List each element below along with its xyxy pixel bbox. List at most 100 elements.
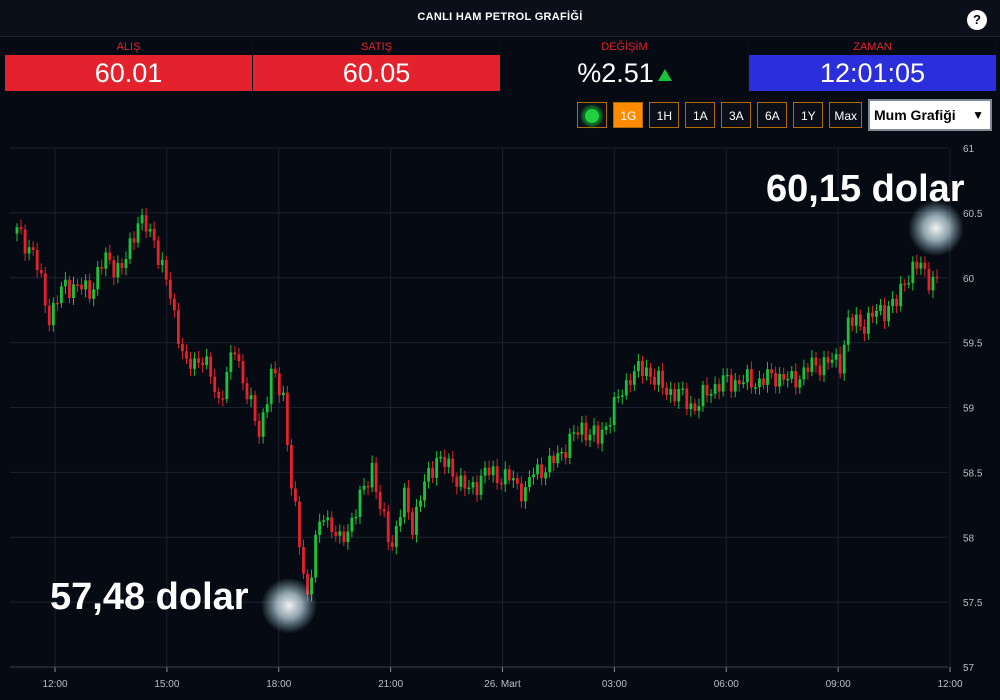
page-title: CANLI HAM PETROL GRAFİĞİ (417, 11, 583, 23)
candle-body (685, 388, 689, 410)
range-1h-button[interactable]: 1H (649, 102, 680, 128)
candle-body (693, 403, 697, 411)
candle-body (681, 388, 685, 390)
candle-body (838, 354, 842, 374)
candle-body (673, 389, 677, 402)
low-annotation: 57,48 dolar (50, 576, 249, 618)
candle-body (374, 462, 378, 492)
candle-body (382, 509, 386, 512)
candle-body (592, 425, 596, 435)
y-tick-label: 60.5 (963, 209, 983, 220)
candle-body (269, 368, 273, 405)
time-value: 12:01:05 (749, 55, 996, 91)
candle-body (237, 354, 241, 362)
candle-body (858, 314, 862, 327)
x-tick-label: 12:00 (937, 679, 962, 690)
candle-body (197, 358, 200, 363)
x-tick-label: 03:00 (602, 679, 627, 690)
candle-body (830, 359, 834, 363)
change-value-wrap: %2.51 (501, 55, 748, 91)
candle-body (862, 326, 866, 334)
range-1g-button[interactable]: 1G (613, 102, 644, 128)
candle-body (68, 279, 71, 299)
candle-body (88, 280, 92, 299)
candle-body (479, 475, 483, 495)
candle-body (657, 370, 660, 385)
candle-body (576, 432, 580, 435)
candle-body (116, 263, 120, 278)
candle-body (887, 306, 890, 322)
candle-body (310, 577, 313, 595)
candle-body (907, 283, 911, 285)
candle-body (491, 466, 495, 476)
candle-body (378, 491, 382, 510)
candle-body (891, 298, 895, 307)
candle-body (64, 279, 67, 287)
candle-body (471, 482, 475, 488)
candle-body (552, 455, 556, 464)
candle-body (104, 252, 108, 269)
range-1a-button[interactable]: 1A (685, 102, 716, 128)
candle-body (701, 384, 705, 407)
candle-body (544, 472, 548, 479)
candle-body (661, 370, 665, 388)
candle-body (455, 476, 459, 487)
candle-body (616, 396, 620, 399)
candle-body (43, 273, 47, 306)
candle-body (786, 378, 790, 381)
candle-body (499, 482, 503, 485)
candle-body (439, 456, 443, 459)
candle-body (854, 314, 858, 326)
candle-body (55, 302, 59, 305)
x-tick-label: 12:00 (42, 679, 67, 690)
candle-body (802, 367, 806, 380)
candle-body (411, 512, 414, 535)
candle-body (366, 485, 370, 488)
candle-body (515, 478, 519, 484)
chart-type-select[interactable]: Mum Grafiği ▼ (868, 99, 992, 131)
candle-body (754, 387, 757, 389)
candle-body (80, 284, 83, 290)
bid-value: 60.01 (5, 55, 252, 91)
candle-body (314, 534, 318, 578)
candle-body (503, 469, 507, 485)
candle-body (653, 376, 656, 385)
range-6a-button[interactable]: 6A (757, 102, 788, 128)
candle-body (741, 382, 745, 385)
live-toggle-button[interactable] (577, 102, 608, 128)
candle-body (596, 425, 600, 444)
candle-body (419, 500, 422, 507)
candle-body (217, 391, 221, 399)
candle-body (100, 266, 104, 269)
range-max-button[interactable]: Max (829, 102, 862, 128)
candle-body (778, 373, 782, 387)
candle-body (842, 344, 846, 374)
candle-body (903, 283, 907, 286)
candle-body (758, 378, 761, 388)
range-3a-button[interactable]: 3A (721, 102, 752, 128)
candle-body (362, 485, 366, 490)
range-toolbar: 1G 1H 1A 3A 6A 1Y Max Mum Grafiği ▼ (577, 99, 992, 131)
candle-body (467, 487, 471, 490)
candle-body (148, 229, 152, 232)
candle-body (176, 310, 180, 345)
candle-body (189, 358, 192, 369)
candle-body (156, 240, 160, 265)
help-icon[interactable]: ? (967, 10, 987, 30)
range-1y-button[interactable]: 1Y (793, 102, 824, 128)
candle-body (709, 393, 713, 396)
candle-body (705, 384, 709, 396)
candle-body (144, 215, 148, 232)
candle-body (318, 521, 322, 535)
candle-body (27, 247, 31, 254)
candle-body (298, 501, 301, 548)
candle-body (608, 425, 612, 427)
candle-body (120, 263, 124, 268)
quote-strip: ALIŞ 60.01 SATIŞ 60.05 DEĞİŞİM %2.51 ZAM… (5, 40, 997, 92)
candle-body (96, 266, 100, 290)
candle-body (443, 456, 447, 467)
x-tick-label: 26. Mart (484, 679, 521, 690)
candle-body (548, 455, 552, 473)
candle-body (749, 369, 753, 388)
candle-body (322, 520, 326, 522)
